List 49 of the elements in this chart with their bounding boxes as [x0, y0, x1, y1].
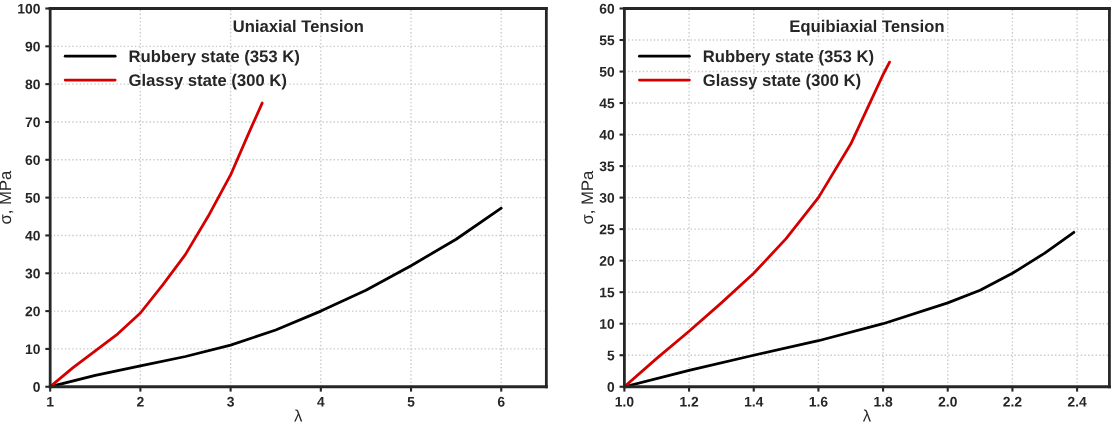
y-tick-label: 70 [25, 117, 40, 128]
x-tick-label: 1.4 [744, 396, 764, 407]
x-tick-label: 1.6 [809, 396, 828, 407]
y-tick-label: 50 [25, 192, 40, 203]
x-tick-label: 2.4 [1067, 396, 1087, 407]
y-tick-label: 20 [25, 306, 40, 317]
x-tick-label: 1.8 [874, 396, 893, 407]
y-tick-label: 10 [600, 319, 615, 329]
y-tick-label: 40 [25, 230, 40, 241]
line-series [50, 101, 264, 387]
x-tick-label: 2.2 [1003, 396, 1022, 407]
y-tick-label: 10 [25, 344, 40, 355]
y-axis-title: σ, MPa [0, 170, 14, 224]
x-tick-label: 1.0 [615, 396, 634, 407]
legend-label: Rubbery state (353 K) [129, 49, 300, 66]
y-tick-label: 35 [599, 161, 615, 172]
x-tick-label: 1 [47, 396, 54, 407]
legend-label: Rubbery state (353 K) [703, 49, 874, 66]
y-axis-title: σ, MPa [581, 170, 596, 224]
legend-label: Glassy state (300 K) [703, 73, 861, 90]
y-tick-label: 30 [25, 268, 40, 279]
y-tick-label: 25 [599, 224, 615, 235]
y-tick-label: 60 [25, 155, 40, 165]
y-tick-label: 0 [607, 382, 615, 392]
x-tick-label: 2 [137, 396, 144, 407]
y-tick-label: 55 [599, 35, 615, 46]
x-tick-label: 6 [497, 396, 505, 407]
y-tick-label: 60 [599, 3, 615, 14]
y-tick-label: 15 [600, 287, 615, 298]
y-tick-label: 90 [25, 41, 40, 52]
x-tick-label: 1.2 [680, 396, 699, 407]
x-axis-title: λ [294, 409, 303, 422]
y-tick-label: 45 [599, 98, 615, 109]
y-tick-label: 40 [599, 129, 615, 140]
x-tick-label: 3 [227, 396, 234, 407]
legend-label: Glassy state (300 K) [129, 73, 287, 90]
x-tick-label: 4 [317, 396, 325, 407]
x-axis-title: λ [862, 409, 871, 422]
x-tick-label: 5 [407, 396, 415, 407]
text: Uniaxial Tension [233, 19, 363, 33]
y-tick-label: 5 [607, 350, 615, 361]
y-tick-label: 80 [25, 79, 40, 90]
y-tick-label: 50 [599, 66, 615, 77]
x-tick-label: 2.0 [938, 396, 957, 407]
text: Equibiaxial Tension [790, 19, 944, 36]
y-tick-label: 20 [599, 256, 615, 266]
y-tick-label: 30 [599, 192, 615, 203]
y-tick-label: 0 [33, 382, 40, 392]
y-tick-label: 100 [18, 3, 40, 14]
